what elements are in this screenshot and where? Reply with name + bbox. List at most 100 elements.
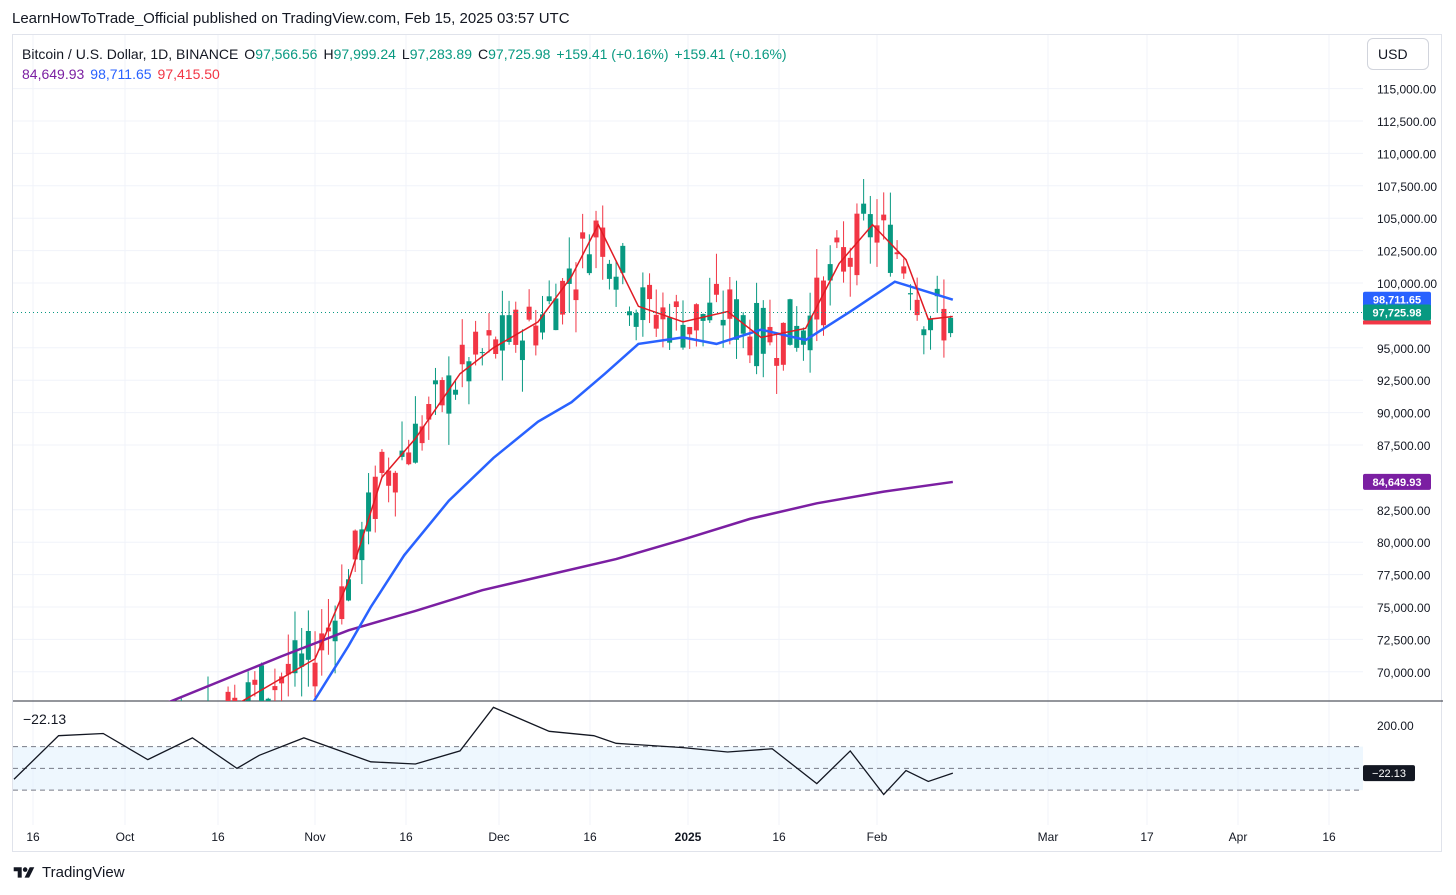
price-tick-label: 72,500.00	[1377, 633, 1431, 647]
price-tick-label: 112,500.00	[1377, 115, 1436, 129]
oscillator-tick-label: 200.00	[1377, 719, 1414, 733]
candle-body	[52, 791, 57, 812]
candle-body	[586, 254, 592, 274]
candle-body	[499, 315, 505, 351]
candle-body	[332, 620, 338, 642]
candle-body	[626, 311, 632, 316]
candle-body	[780, 322, 786, 365]
candle-body	[519, 340, 525, 361]
time-tick-label: 16	[583, 830, 597, 844]
change-value-2: +159.41 (+0.16%)	[674, 46, 787, 62]
price-tick-label: 110,000.00	[1377, 147, 1436, 161]
candle-body	[573, 289, 579, 301]
candle-body	[566, 268, 572, 284]
candle-body	[299, 653, 305, 667]
candle-body	[392, 472, 398, 493]
candle-body	[633, 312, 639, 327]
candle-body	[914, 299, 920, 316]
time-tick-label: Feb	[867, 830, 888, 844]
candle-body	[359, 529, 365, 561]
price-tick-label: 107,500.00	[1377, 180, 1437, 194]
candle-body	[98, 796, 103, 802]
candle-body	[673, 301, 679, 308]
candle-body	[620, 245, 626, 273]
price-label-ma_200	[1363, 473, 1431, 490]
currency-button[interactable]: USD	[1367, 38, 1429, 70]
time-tick-label: 16	[772, 830, 786, 844]
candle-body	[606, 263, 612, 279]
candle-body	[272, 686, 278, 691]
price-tick-label: 80,000.00	[1377, 536, 1431, 550]
time-tick-label: Apr	[1229, 830, 1248, 844]
low-value: 97,283.89	[409, 46, 472, 62]
candle-body	[540, 314, 546, 333]
candle-body	[834, 237, 840, 243]
change-value: +159.41 (+0.16%)	[556, 46, 669, 62]
time-tick-label: 2025	[675, 830, 702, 844]
candle-body	[419, 426, 425, 444]
candle-body	[426, 404, 432, 420]
candle-body	[867, 214, 873, 238]
candle-body	[553, 298, 559, 331]
candle-body	[693, 304, 699, 331]
candle-body	[513, 309, 519, 345]
candle-body	[774, 357, 780, 366]
candle-body	[854, 213, 860, 276]
candle-body	[432, 380, 438, 385]
candle-body	[887, 224, 893, 273]
candle-body	[386, 470, 392, 486]
candle-body	[687, 326, 693, 335]
ma-200-value: 84,649.93	[22, 66, 85, 82]
oscillator-value-label-text: −22.13	[1372, 768, 1406, 780]
time-tick-label: Dec	[488, 830, 509, 844]
chart-canvas[interactable]: 115,000.00 112,500.00 110,000.00 107,500.00…	[13, 35, 1443, 853]
price-tick-label: 100,000.00	[1377, 277, 1437, 291]
candle-body	[881, 214, 887, 221]
price-tick-label: 70,000.00	[1377, 666, 1431, 680]
candle-body	[533, 325, 539, 346]
candle-body	[446, 375, 452, 414]
candle-body	[339, 586, 345, 620]
candle-body	[479, 352, 485, 354]
candle-body	[486, 330, 492, 336]
candle-body	[907, 293, 913, 295]
candle-body	[459, 344, 465, 365]
candle-body	[13, 791, 17, 796]
candle-body	[18, 793, 23, 797]
candle-body	[847, 257, 853, 267]
series-line-ma-200	[168, 480, 954, 701]
candle-body	[734, 299, 740, 340]
candle-body	[941, 308, 947, 341]
candle-body	[787, 299, 793, 345]
candle-body	[546, 296, 552, 302]
candle-body	[901, 266, 907, 274]
price-tick-label: 87,500.00	[1377, 439, 1431, 453]
candle-body	[245, 682, 251, 701]
candle-body	[874, 225, 880, 243]
candle-body	[366, 492, 372, 532]
price-tick-label: 95,000.00	[1377, 342, 1431, 356]
series-line-ma-10	[241, 223, 953, 701]
chart-frame[interactable]: 115,000.00 112,500.00 110,000.00 107,500.00…	[12, 34, 1443, 853]
tradingview-brand[interactable]: TradingView	[12, 864, 125, 881]
price-tick-label: 102,500.00	[1377, 245, 1437, 259]
candle-body	[667, 317, 673, 343]
candle-body	[613, 276, 619, 290]
candle-body	[580, 232, 586, 239]
time-tick-label: 16	[399, 830, 413, 844]
candle-body	[713, 283, 719, 295]
candle-body	[219, 725, 224, 744]
oscillator-value-label	[1363, 765, 1415, 782]
candle-body	[747, 336, 753, 356]
candle-body	[239, 703, 244, 707]
symbol-label[interactable]: Bitcoin / U.S. Dollar, 1D, BINANCE	[22, 46, 239, 62]
series-line-ma-50	[312, 280, 954, 701]
candle-body	[352, 530, 358, 560]
candle-body	[894, 252, 900, 255]
price-tick-label: 115,000.00	[1377, 83, 1436, 97]
price-tick-label: 90,000.00	[1377, 407, 1431, 421]
candle-body	[526, 306, 532, 320]
candle-body	[225, 691, 231, 701]
candle-body	[814, 277, 820, 320]
candle-body	[506, 315, 512, 342]
